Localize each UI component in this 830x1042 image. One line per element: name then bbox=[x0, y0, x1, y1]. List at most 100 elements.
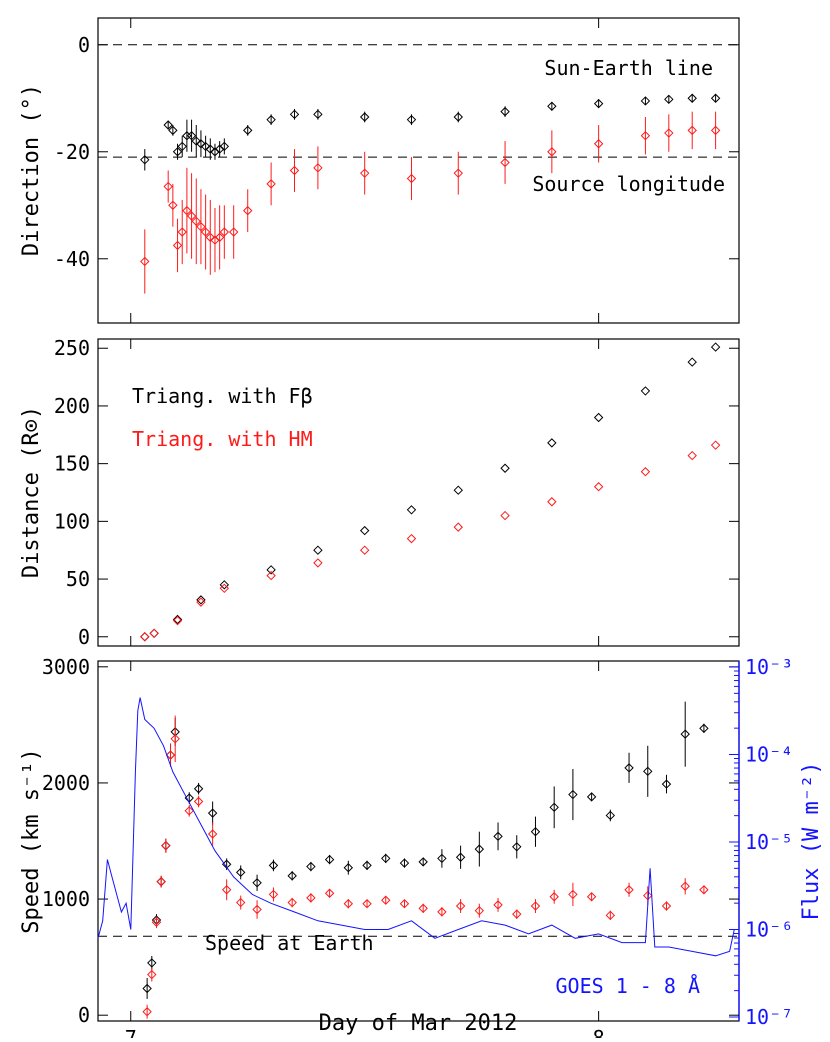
panel-distance-frame bbox=[97, 338, 740, 647]
ytick-label: 3000 bbox=[42, 655, 90, 679]
data-point-fbeta bbox=[172, 147, 183, 157]
data-point-hm bbox=[191, 216, 201, 227]
data-point-fbeta bbox=[512, 842, 522, 852]
data-point-hm bbox=[313, 163, 323, 173]
data-point-hm bbox=[453, 522, 463, 532]
data-point-hm bbox=[362, 899, 372, 909]
data-point-hm bbox=[530, 901, 541, 911]
data-point-fbeta bbox=[624, 763, 634, 773]
data-point-fbeta bbox=[549, 802, 559, 813]
data-point-hm bbox=[359, 168, 370, 178]
data-point-hm bbox=[710, 440, 721, 450]
data-point-hm bbox=[243, 205, 253, 216]
data-point-fbeta bbox=[680, 729, 690, 739]
data-point-fbeta bbox=[640, 386, 651, 396]
data-point-fbeta bbox=[235, 867, 246, 878]
data-point-fbeta bbox=[287, 871, 297, 881]
panel-direction-frame bbox=[97, 17, 740, 324]
data-point-fbeta bbox=[289, 109, 300, 120]
data-point-fbeta bbox=[252, 878, 262, 888]
legend-entry-fbeta: Triang. with Fβ bbox=[132, 384, 313, 408]
data-point-hm bbox=[266, 179, 276, 189]
data-point-hm bbox=[228, 227, 239, 237]
data-point-fbeta bbox=[643, 766, 653, 777]
data-point-hm bbox=[205, 232, 215, 243]
data-point-fbeta bbox=[140, 632, 150, 642]
data-point-fbeta bbox=[140, 155, 150, 165]
data-point-fbeta bbox=[399, 858, 410, 868]
data-point-hm bbox=[343, 899, 354, 909]
ytick-right-label: 10⁻⁷ bbox=[745, 1005, 793, 1029]
data-point-fbeta bbox=[186, 131, 197, 141]
data-point-fbeta bbox=[163, 120, 173, 130]
data-point-hm bbox=[500, 510, 510, 521]
annot-speed-at-earth: Speed at Earth bbox=[205, 931, 374, 955]
data-point-fbeta bbox=[605, 810, 616, 821]
data-point-fbeta bbox=[500, 463, 510, 473]
data-point-hm bbox=[640, 467, 651, 477]
data-point-hm bbox=[453, 168, 463, 178]
data-point-hm bbox=[163, 181, 173, 192]
ytick-label: 200 bbox=[54, 394, 90, 418]
data-point-hm bbox=[168, 200, 178, 210]
data-point-fbeta bbox=[593, 412, 604, 423]
data-point-fbeta bbox=[406, 114, 417, 125]
ytick-label: 0 bbox=[78, 625, 90, 649]
data-point-hm bbox=[455, 901, 466, 911]
data-point-fbeta bbox=[306, 861, 316, 872]
data-point-hm bbox=[593, 139, 604, 149]
data-point-fbeta bbox=[149, 628, 159, 639]
data-point-hm bbox=[568, 889, 578, 900]
data-point-fbeta bbox=[586, 792, 597, 802]
data-point-fbeta bbox=[547, 101, 557, 111]
data-point-fbeta bbox=[568, 789, 578, 800]
data-point-fbeta bbox=[266, 114, 276, 125]
data-point-hm bbox=[214, 232, 225, 243]
data-point-hm bbox=[186, 211, 197, 221]
ytick-label: 1000 bbox=[42, 887, 90, 911]
data-point-hm bbox=[221, 885, 232, 895]
data-point-fbeta bbox=[699, 723, 709, 734]
data-point-fbeta bbox=[500, 106, 510, 117]
data-point-hm bbox=[593, 482, 604, 492]
data-point-hm bbox=[170, 734, 180, 744]
data-point-fbeta bbox=[172, 614, 183, 625]
data-point-hm bbox=[680, 881, 690, 891]
data-point-hm bbox=[219, 583, 230, 594]
data-point-hm bbox=[699, 885, 709, 895]
data-point-hm bbox=[547, 147, 557, 157]
data-point-fbeta bbox=[687, 357, 697, 367]
data-point-hm bbox=[252, 904, 262, 915]
panel-speed-frame bbox=[97, 660, 740, 1022]
data-point-hm bbox=[605, 910, 616, 921]
data-point-fbeta bbox=[453, 112, 463, 122]
data-point-fbeta bbox=[196, 595, 206, 605]
data-point-hm bbox=[207, 829, 218, 839]
data-point-fbeta bbox=[359, 112, 370, 122]
data-point-hm bbox=[313, 558, 323, 568]
data-point-hm bbox=[406, 533, 417, 544]
data-point-fbeta bbox=[324, 854, 335, 865]
data-point-fbeta bbox=[313, 545, 323, 555]
data-point-fbeta bbox=[381, 853, 391, 864]
ytick-label: -40 bbox=[54, 247, 90, 271]
data-point-hm bbox=[474, 905, 485, 916]
data-point-fbeta bbox=[142, 983, 152, 994]
data-point-hm bbox=[161, 840, 171, 851]
data-point-hm bbox=[219, 227, 230, 237]
xtick-label: 8 bbox=[593, 1026, 605, 1038]
data-point-fbeta bbox=[640, 96, 651, 106]
data-point-hm bbox=[196, 597, 206, 607]
data-point-fbeta bbox=[664, 94, 674, 105]
data-point-fbeta bbox=[661, 779, 672, 789]
data-point-fbeta bbox=[687, 93, 697, 103]
data-point-hm bbox=[140, 632, 150, 642]
ytick-label: -20 bbox=[54, 140, 90, 164]
data-point-fbeta bbox=[243, 125, 253, 136]
data-point-fbeta bbox=[193, 784, 204, 794]
data-point-fbeta bbox=[207, 808, 218, 818]
ytick-right-label: 10⁻³ bbox=[745, 655, 793, 679]
data-point-fbeta bbox=[530, 827, 541, 837]
